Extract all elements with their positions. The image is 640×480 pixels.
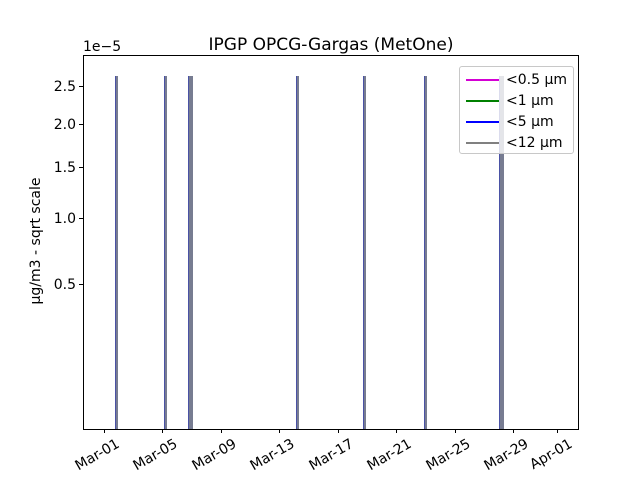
plot-area: IPGP OPCG-Gargas (MetOne) 1e−5 0.5 1.0 1.5… xyxy=(54,35,579,474)
legend-entry-2: <5 µm xyxy=(466,111,573,132)
y-tick-mark xyxy=(79,124,83,126)
legend: <0.5 µm <1 µm <5 µm <12 µm xyxy=(459,66,574,154)
bar-mar-28 xyxy=(499,76,505,429)
bar-mar-19 xyxy=(363,76,367,429)
legend-line-sample xyxy=(466,120,499,123)
x-tick-mark xyxy=(337,429,339,433)
legend-entry-0: <0.5 µm xyxy=(466,69,573,90)
x-tick-label-text: Mar-13 xyxy=(247,436,298,475)
x-tick-mark xyxy=(513,429,515,433)
x-tick-label-text: Apr-01 xyxy=(527,436,576,473)
y-tick-mark xyxy=(79,218,83,220)
y-tick-mark xyxy=(79,86,83,88)
y-tick-label: 2.0 xyxy=(53,116,76,133)
bar-mar-14 xyxy=(295,76,299,429)
x-tick-label-text: Mar-09 xyxy=(189,436,240,475)
x-tick-label-text: Mar-21 xyxy=(364,436,415,475)
bar-mar-05 xyxy=(164,76,168,429)
x-tick-label-text: Mar-17 xyxy=(306,436,357,475)
legend-label: <1 µm xyxy=(506,92,554,109)
x-tick-mark xyxy=(454,429,456,433)
y-axis-offset-text: 1e−5 xyxy=(83,39,122,55)
y-tick-mark xyxy=(79,167,83,169)
y-tick-label: 1.0 xyxy=(53,210,76,227)
bar-mar-23 xyxy=(424,76,428,429)
legend-line-sample xyxy=(466,78,499,81)
y-tick-label: 2.5 xyxy=(53,78,76,95)
y-tick-label: 0.5 xyxy=(53,276,76,293)
x-tick-label-text: Mar-25 xyxy=(423,436,474,475)
chart-title: IPGP OPCG-Gargas (MetOne) xyxy=(208,35,454,55)
x-tick-mark xyxy=(103,429,105,433)
legend-entry-3: <12 µm xyxy=(466,132,573,153)
legend-label: <12 µm xyxy=(506,134,563,151)
legend-line-sample xyxy=(466,99,499,102)
x-tick-mark xyxy=(279,429,281,433)
bar-mar-07 xyxy=(188,76,194,429)
y-tick-label: 1.5 xyxy=(53,159,76,176)
x-tick-mark xyxy=(557,429,559,433)
legend-label: <5 µm xyxy=(506,113,554,130)
x-tick-label-text: Mar-05 xyxy=(130,436,181,475)
y-tick-mark xyxy=(79,284,83,286)
x-tick-mark xyxy=(396,429,398,433)
x-tick-label-text: Mar-01 xyxy=(72,436,123,475)
x-tick-mark xyxy=(220,429,222,433)
legend-entry-1: <1 µm xyxy=(466,90,573,111)
y-axis-label: µg/m3 - sqrt scale xyxy=(28,177,44,305)
legend-line-sample xyxy=(466,141,499,144)
x-tick-mark xyxy=(162,429,164,433)
bar-mar-02 xyxy=(114,76,118,429)
legend-label: <0.5 µm xyxy=(506,71,567,88)
x-tick-label-text: Mar-29 xyxy=(481,436,532,475)
